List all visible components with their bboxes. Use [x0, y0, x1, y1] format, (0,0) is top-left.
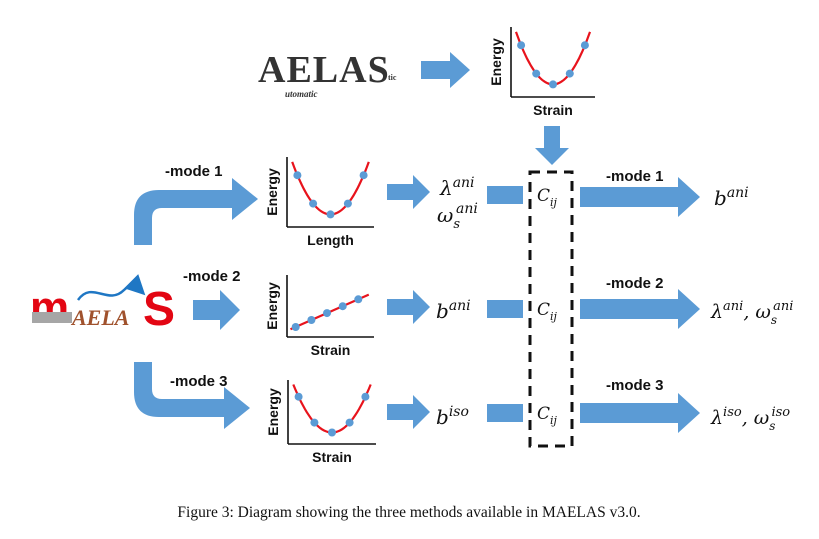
maelas-logo-aela: AELA [70, 305, 129, 330]
x-axis-label: Strain [533, 102, 573, 118]
mode1-out-b: bani [714, 185, 749, 210]
mode3-stub [487, 404, 523, 422]
plot1-to-lambda-arrow [387, 175, 430, 209]
mode1-label: -mode 1 [165, 163, 223, 180]
y-axis-label: Energy [264, 282, 280, 330]
energy-curve [514, 31, 592, 86]
cij-dashed-box [528, 170, 574, 448]
x-axis-label: Strain [312, 449, 352, 465]
mode3-mid-b: biso [436, 404, 469, 429]
cij-label-mode2: Cij [537, 300, 558, 323]
arrows [134, 52, 700, 433]
data-point [307, 316, 316, 324]
data-point [354, 295, 363, 304]
plot-top: Energy Strain [488, 27, 595, 118]
mode3-out-label: -mode 3 [606, 377, 664, 394]
data-point [517, 41, 526, 50]
aelas-logo: AELAS utomatic tic [258, 49, 397, 99]
data-point [291, 323, 300, 331]
data-point [294, 392, 303, 401]
aelas-to-plot-arrow [421, 52, 470, 88]
mode2-stub [487, 300, 523, 318]
mode1-bent-arrow [134, 178, 258, 245]
data-point [326, 210, 335, 219]
data-point [359, 171, 368, 180]
data-point [565, 69, 574, 78]
maelas-logo-s: S [143, 283, 175, 336]
mode1-mid-lambda: λani [439, 175, 475, 200]
plot3-to-b-arrow [387, 395, 430, 429]
plot-mode3: Energy Strain [265, 380, 376, 465]
cij-labels: Cij Cij Cij [537, 186, 558, 427]
mode3-out: λiso, ωsiso [710, 405, 790, 433]
aelas-logo-sub: utomatic [285, 89, 318, 99]
data-point [532, 69, 541, 78]
cij-label-mode3: Cij [537, 404, 558, 427]
data-point [309, 199, 318, 208]
maelas-logo-bar [32, 312, 72, 323]
x-axis-label: Length [307, 232, 354, 248]
mode2-out-arrow [580, 289, 700, 329]
data-point [549, 80, 557, 89]
mode3-label: -mode 3 [170, 373, 228, 390]
mode1-stub [487, 186, 523, 204]
maelas-logo: m AELA S [30, 274, 175, 336]
data-point [328, 428, 336, 437]
aelas-logo-suffix: tic [388, 73, 397, 82]
cij-label-mode1: Cij [537, 186, 558, 209]
x-axis-label: Strain [311, 342, 351, 358]
y-axis-label: Energy [488, 38, 504, 86]
mode2-mid-b: bani [436, 298, 471, 323]
data-point [338, 302, 347, 311]
data-point [293, 171, 302, 180]
mode3-bent-arrow [134, 362, 250, 429]
y-axis-label: Energy [264, 168, 280, 216]
figure-caption: Figure 3: Diagram showing the three meth… [177, 504, 640, 521]
energy-curve [292, 384, 372, 434]
strain-to-cij-arrow [535, 126, 569, 165]
data-point [343, 199, 352, 208]
mode2-out-label: -mode 2 [606, 275, 664, 292]
aelas-logo-main: AELAS [258, 49, 390, 91]
mode2-label: -mode 2 [183, 268, 241, 285]
data-point [310, 418, 319, 427]
plot-mode2: Energy Strain [264, 275, 374, 358]
mode1-out-arrow [580, 177, 700, 217]
data-point [323, 309, 331, 318]
mode2-out: λani, ωsani [710, 299, 793, 327]
plot-mode1: Energy Length [264, 157, 374, 248]
mode1-out-label: -mode 1 [606, 168, 664, 185]
data-point [580, 41, 589, 50]
plot2-to-b-arrow [387, 290, 430, 324]
y-axis-label: Energy [265, 388, 281, 436]
maelas-logo-m: m [30, 283, 69, 332]
mode3-out-arrow [580, 393, 700, 433]
mode2-arrow [193, 290, 240, 330]
data-point [345, 418, 354, 427]
maelas-logo-swoosh [76, 274, 146, 301]
mode1-mid-omega: ωsani [437, 201, 478, 232]
energy-curve [291, 161, 370, 216]
data-point [361, 392, 370, 401]
